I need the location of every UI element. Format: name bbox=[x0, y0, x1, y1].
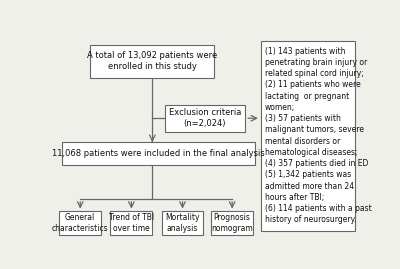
Text: General
characteristics: General characteristics bbox=[52, 213, 108, 233]
Text: Exclusion criteria
(n=2,024): Exclusion criteria (n=2,024) bbox=[169, 108, 241, 128]
FancyBboxPatch shape bbox=[110, 211, 152, 235]
Text: Mortality
analysis: Mortality analysis bbox=[165, 213, 200, 233]
Text: A total of 13,092 patients were
enrolled in this study: A total of 13,092 patients were enrolled… bbox=[87, 51, 218, 71]
Text: (1) 143 patients with
penetrating brain injury or
related spinal cord injury;
(2: (1) 143 patients with penetrating brain … bbox=[264, 47, 371, 224]
Text: Prognosis
nomogram: Prognosis nomogram bbox=[211, 213, 253, 233]
Text: 11,068 patients were included in the final analysis: 11,068 patients were included in the fin… bbox=[52, 149, 265, 158]
FancyBboxPatch shape bbox=[162, 211, 204, 235]
FancyBboxPatch shape bbox=[62, 142, 255, 165]
FancyBboxPatch shape bbox=[59, 211, 101, 235]
FancyBboxPatch shape bbox=[165, 105, 245, 132]
FancyBboxPatch shape bbox=[90, 45, 214, 78]
FancyBboxPatch shape bbox=[211, 211, 253, 235]
Text: Trend of TBI
over time: Trend of TBI over time bbox=[109, 213, 154, 233]
FancyBboxPatch shape bbox=[261, 41, 355, 231]
